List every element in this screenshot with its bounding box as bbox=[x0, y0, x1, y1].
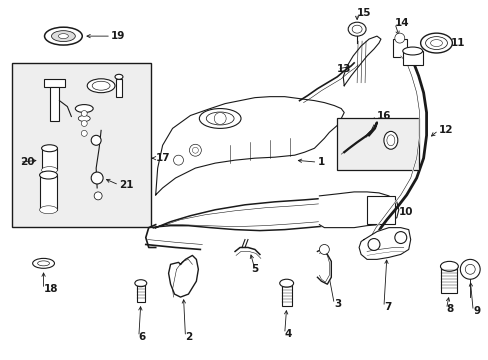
Ellipse shape bbox=[115, 74, 122, 79]
Bar bbox=[337, 118, 418, 170]
Bar bbox=[43, 79, 65, 87]
Ellipse shape bbox=[383, 131, 397, 149]
Ellipse shape bbox=[78, 116, 90, 121]
Circle shape bbox=[81, 111, 87, 117]
Polygon shape bbox=[317, 249, 331, 284]
Bar bbox=[402, 51, 422, 65]
Circle shape bbox=[459, 260, 479, 279]
Circle shape bbox=[192, 147, 198, 153]
Ellipse shape bbox=[420, 33, 451, 53]
Text: 1: 1 bbox=[317, 157, 324, 167]
Polygon shape bbox=[358, 228, 410, 260]
Ellipse shape bbox=[135, 280, 146, 287]
Ellipse shape bbox=[440, 261, 457, 271]
Bar bbox=[137, 284, 144, 302]
Bar bbox=[41, 148, 57, 170]
Ellipse shape bbox=[92, 81, 110, 90]
Polygon shape bbox=[319, 192, 398, 228]
Ellipse shape bbox=[279, 279, 293, 287]
Circle shape bbox=[367, 239, 379, 251]
Circle shape bbox=[214, 113, 225, 125]
Text: 19: 19 bbox=[111, 31, 125, 41]
Circle shape bbox=[394, 33, 404, 43]
Polygon shape bbox=[152, 193, 386, 231]
Ellipse shape bbox=[51, 31, 75, 41]
Ellipse shape bbox=[199, 109, 241, 129]
Bar bbox=[116, 79, 122, 96]
Polygon shape bbox=[155, 96, 344, 195]
Ellipse shape bbox=[33, 258, 54, 268]
Ellipse shape bbox=[41, 145, 57, 152]
Text: 16: 16 bbox=[376, 112, 391, 121]
Text: 17: 17 bbox=[155, 153, 170, 163]
Circle shape bbox=[94, 192, 102, 200]
Text: 15: 15 bbox=[356, 8, 371, 18]
Circle shape bbox=[394, 231, 406, 243]
Text: 10: 10 bbox=[398, 207, 412, 217]
Circle shape bbox=[173, 155, 183, 165]
Polygon shape bbox=[168, 255, 198, 297]
Circle shape bbox=[189, 144, 201, 156]
Ellipse shape bbox=[425, 37, 447, 50]
Text: 5: 5 bbox=[251, 264, 258, 274]
Ellipse shape bbox=[44, 27, 82, 45]
Ellipse shape bbox=[75, 105, 93, 113]
Text: 6: 6 bbox=[139, 332, 146, 342]
Ellipse shape bbox=[429, 40, 442, 46]
Text: 18: 18 bbox=[43, 284, 58, 294]
Text: 13: 13 bbox=[337, 64, 351, 74]
Circle shape bbox=[81, 130, 87, 136]
Bar bbox=[366, 196, 394, 224]
Bar bbox=[40, 175, 57, 210]
Bar bbox=[49, 87, 60, 121]
Circle shape bbox=[81, 121, 87, 126]
Bar bbox=[12, 63, 150, 227]
Text: 8: 8 bbox=[446, 304, 453, 314]
Ellipse shape bbox=[402, 47, 422, 55]
Text: 2: 2 bbox=[185, 332, 192, 342]
Text: 3: 3 bbox=[334, 299, 341, 309]
Ellipse shape bbox=[38, 261, 49, 266]
Ellipse shape bbox=[40, 206, 57, 214]
Circle shape bbox=[319, 244, 328, 255]
Text: 21: 21 bbox=[119, 180, 133, 190]
Ellipse shape bbox=[206, 112, 234, 125]
Text: 11: 11 bbox=[449, 38, 464, 48]
Circle shape bbox=[464, 264, 474, 274]
Circle shape bbox=[91, 172, 103, 184]
Text: 9: 9 bbox=[472, 306, 479, 316]
Bar bbox=[392, 39, 406, 57]
Text: 20: 20 bbox=[20, 157, 34, 167]
Circle shape bbox=[91, 135, 101, 145]
Text: 14: 14 bbox=[394, 18, 408, 28]
Bar bbox=[281, 284, 291, 306]
Ellipse shape bbox=[40, 171, 57, 179]
Ellipse shape bbox=[347, 22, 366, 36]
Ellipse shape bbox=[59, 33, 68, 39]
Bar bbox=[441, 267, 456, 293]
Text: 12: 12 bbox=[438, 125, 452, 135]
Ellipse shape bbox=[87, 79, 115, 93]
Ellipse shape bbox=[386, 135, 394, 146]
Polygon shape bbox=[343, 36, 380, 86]
Text: 4: 4 bbox=[284, 329, 291, 339]
Text: 7: 7 bbox=[383, 302, 390, 312]
Ellipse shape bbox=[351, 25, 361, 33]
Ellipse shape bbox=[41, 167, 57, 174]
